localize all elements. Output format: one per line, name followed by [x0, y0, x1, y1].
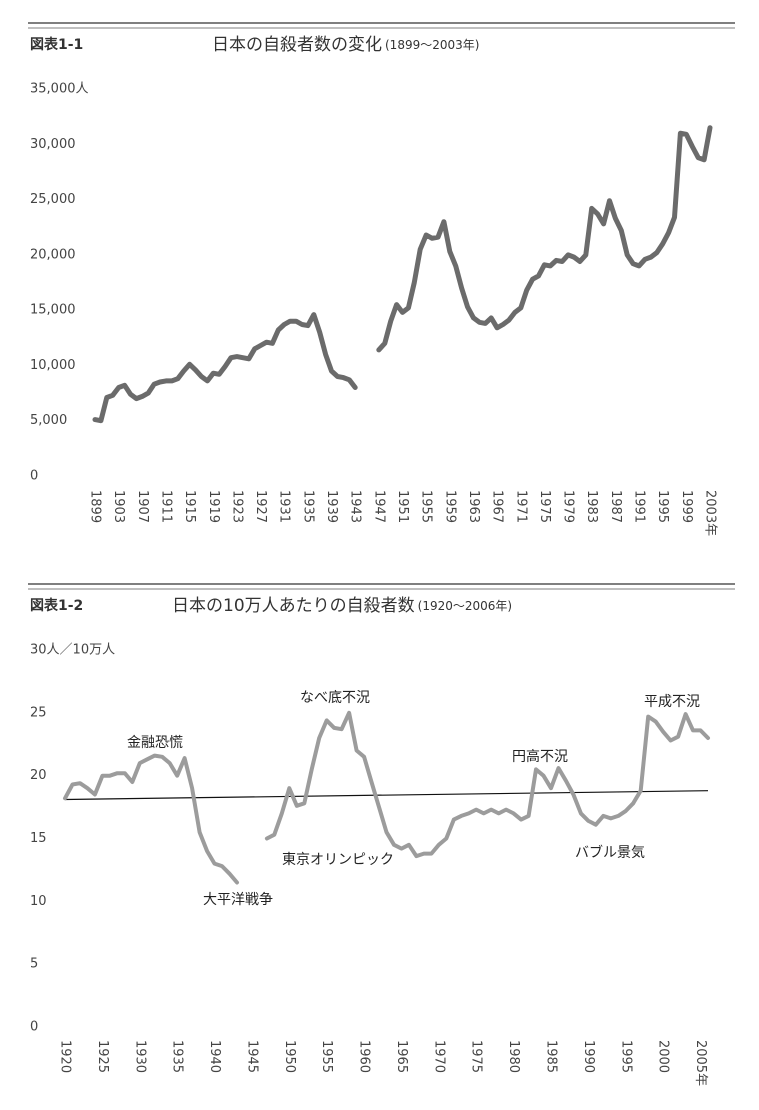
- x-tick-label: 1930: [132, 1040, 147, 1073]
- x-tick-label: 1980: [506, 1040, 521, 1073]
- x-tick-label: 1907: [135, 490, 150, 523]
- y-tick-label: 10,000: [30, 358, 76, 373]
- x-tick-label: 1975: [537, 490, 552, 523]
- annotation: なべ底不況: [300, 690, 370, 706]
- x-tick-label: 1911: [158, 490, 173, 523]
- y-tick-label: 0: [30, 469, 38, 484]
- title-main: 日本の自殺者数の変化: [212, 35, 382, 55]
- x-tick-label: 1939: [324, 490, 339, 523]
- x-tick-label: 1925: [95, 1040, 110, 1073]
- x-tick-label: 1979: [561, 490, 576, 523]
- x-tick-label: 1915: [182, 490, 197, 523]
- x-tick-label: 1935: [300, 490, 315, 523]
- title-note: (1899～2003年): [385, 38, 479, 52]
- x-tick-label: 1985: [543, 1040, 558, 1073]
- trend-line: [64, 790, 709, 801]
- x-tick-label: 1983: [584, 490, 599, 523]
- y-tick-label: 20: [30, 768, 47, 783]
- chart-title: 日本の自殺者数の変化 (1899～2003年): [212, 35, 479, 55]
- x-tick-label: 1963: [466, 490, 481, 523]
- annotation: 東京オリンピック: [282, 852, 394, 868]
- x-tick-label: 1990: [581, 1040, 596, 1073]
- x-tick-label: 1903: [111, 490, 126, 523]
- x-tick-label: 1940: [207, 1040, 222, 1073]
- x-tick-label: 1999: [679, 490, 694, 523]
- y-tick-label: 30人／10万人: [30, 643, 115, 658]
- y-tick-label: 0: [30, 1020, 38, 1035]
- annotation: 円高不況: [512, 748, 568, 765]
- x-tick-label: 1947: [371, 490, 386, 523]
- x-tick-label: 1931: [277, 490, 292, 523]
- x-tick-label: 1899: [88, 490, 103, 523]
- title-note: (1920～2006年): [418, 599, 512, 613]
- x-tick-label: 1923: [229, 490, 244, 523]
- x-tick-label: 1951: [395, 490, 410, 523]
- x-tick-label: 1987: [608, 490, 623, 523]
- x-tick-label: 1955: [419, 490, 434, 523]
- x-tick-label: 1919: [206, 490, 221, 523]
- x-tick-label: 1965: [394, 1040, 409, 1073]
- x-tick-label: 1995: [655, 490, 670, 523]
- annotation: バブル景気: [575, 844, 645, 861]
- x-tick-label: 2000: [656, 1040, 671, 1073]
- x-tick-label: 1959: [442, 490, 457, 523]
- x-tick-label: 1975: [469, 1040, 484, 1073]
- x-tick-label: 1927: [253, 490, 268, 523]
- annotation: 金融恐慌: [127, 735, 183, 751]
- x-tick-label: 1960: [357, 1040, 372, 1073]
- header-rule: [28, 22, 735, 590]
- figure-label: 図表1-2: [30, 597, 83, 614]
- y-tick-label: 35,000人: [30, 82, 89, 97]
- y-tick-label: 30,000: [30, 137, 76, 152]
- y-tick-label: 10: [30, 894, 47, 909]
- title-main: 日本の10万人あたりの自殺者数: [172, 596, 415, 616]
- y-tick-label: 25: [30, 705, 47, 720]
- x-tick-label: 1970: [431, 1040, 446, 1073]
- y-tick-label: 15: [30, 831, 47, 846]
- x-tick-label: 1945: [244, 1040, 259, 1073]
- data-line: [92, 125, 713, 424]
- x-tick-label: 2005年: [693, 1040, 708, 1086]
- x-tick-label: 1943: [348, 490, 363, 523]
- x-tick-label: 1967: [490, 490, 505, 523]
- y-tick-label: 5,000: [30, 413, 67, 428]
- x-tick-label: 1935: [170, 1040, 185, 1073]
- y-tick-label: 15,000: [30, 303, 76, 318]
- annotation: 平成不況: [644, 694, 700, 710]
- y-tick-label: 20,000: [30, 247, 76, 262]
- annotation: 大平洋戦争: [203, 892, 273, 908]
- x-tick-label: 1991: [632, 490, 647, 523]
- x-tick-label: 1995: [618, 1040, 633, 1073]
- data-line: [63, 710, 710, 885]
- y-tick-label: 5: [30, 957, 38, 972]
- x-tick-label: 1955: [319, 1040, 334, 1073]
- figure-label: 図表1-1: [30, 36, 83, 53]
- x-tick-label: 2003年: [703, 490, 718, 536]
- y-tick-label: 25,000: [30, 192, 76, 207]
- x-tick-label: 1950: [282, 1040, 297, 1073]
- chart-title: 日本の10万人あたりの自殺者数 (1920～2006年): [172, 596, 512, 616]
- x-tick-label: 1920: [58, 1040, 73, 1073]
- x-tick-label: 1971: [513, 490, 528, 523]
